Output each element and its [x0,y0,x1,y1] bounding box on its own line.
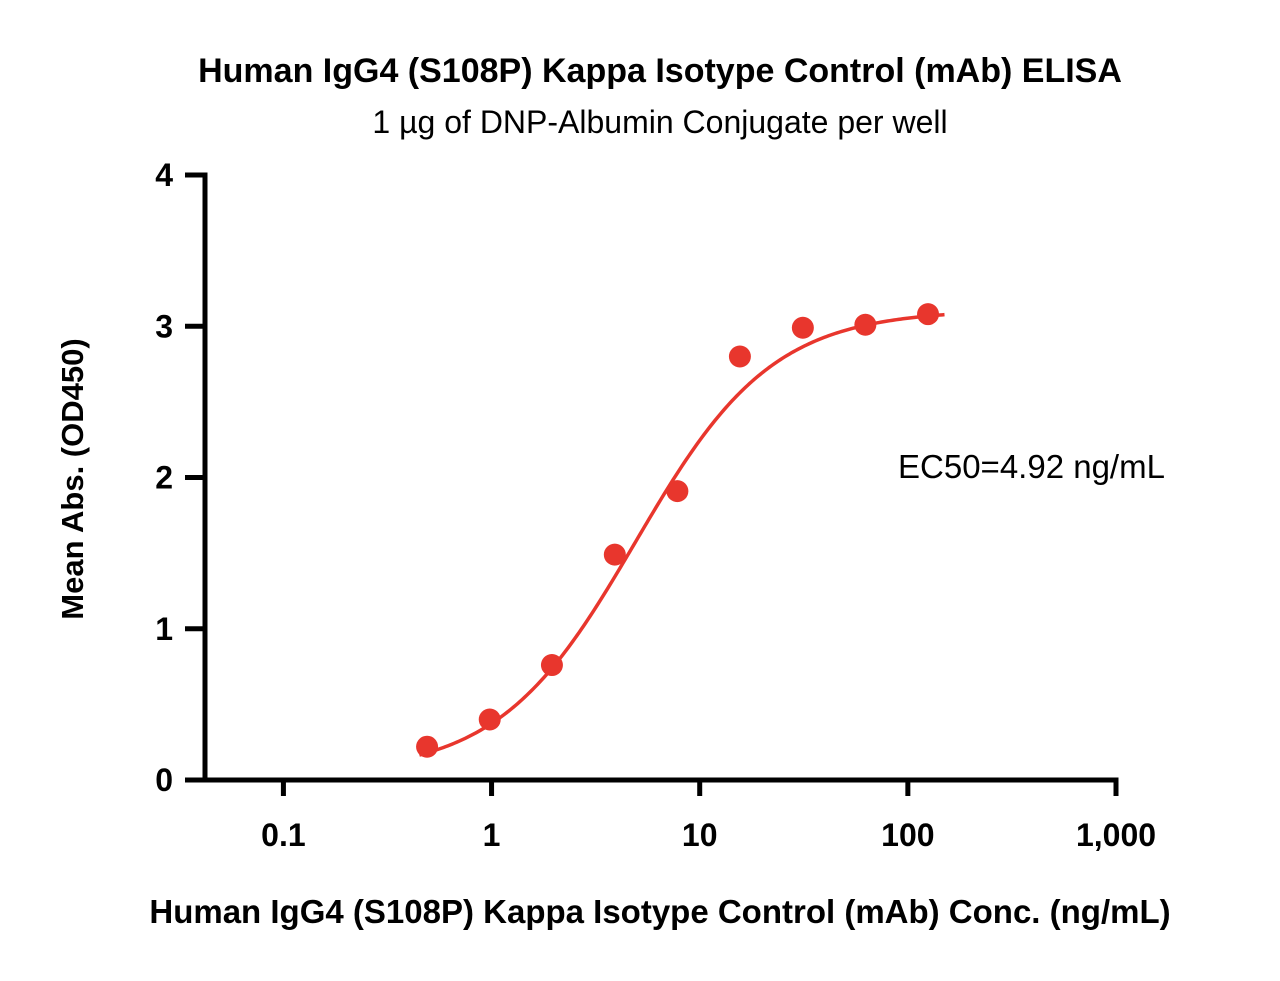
chart-title: Human IgG4 (S108P) Kappa Isotype Control… [198,52,1122,90]
x-tick-label: 0.1 [261,817,305,853]
y-tick-label: 4 [155,157,173,193]
data-point [728,345,751,368]
x-axis-label: Human IgG4 (S108P) Kappa Isotype Control… [149,893,1171,930]
x-tick-label: 10 [682,817,718,853]
data-point [854,313,877,336]
data-point [603,543,626,566]
ec50-annotation: EC50=4.92 ng/mL [898,448,1165,485]
data-point [478,708,501,731]
data-point [540,654,563,677]
fit-curve [418,312,945,757]
x-tick-label: 1 [483,817,501,853]
data-point [416,735,439,758]
chart-subtitle: 1 µg of DNP-Albumin Conjugate per well [372,104,948,140]
x-tick-label: 100 [881,817,934,853]
y-tick-label: 0 [155,762,173,798]
y-tick-label: 1 [155,611,173,647]
data-point [666,480,689,503]
y-tick-label: 3 [155,308,173,344]
y-tick-label: 2 [155,460,173,496]
x-tick-label: 1,000 [1076,817,1156,853]
data-point [791,316,814,339]
data-point [917,303,940,326]
